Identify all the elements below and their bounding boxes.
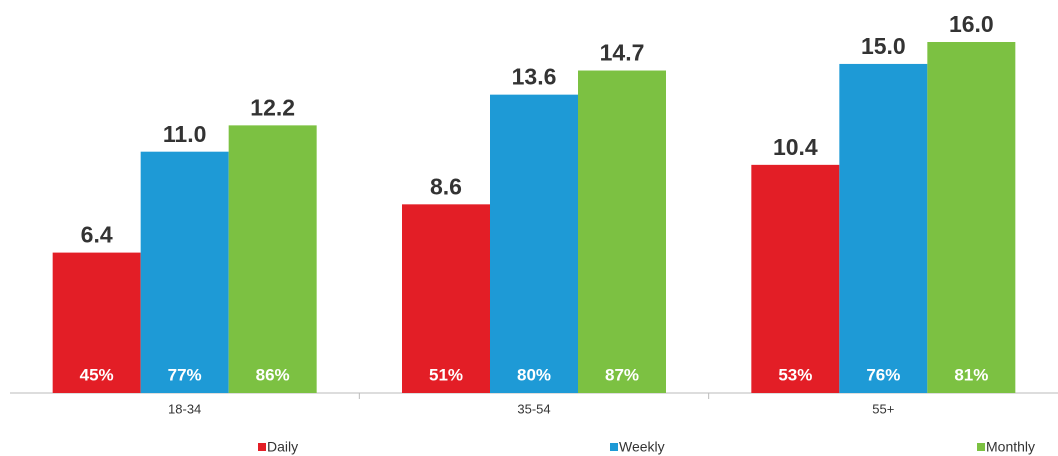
inner-label: 87% bbox=[605, 365, 639, 384]
bar bbox=[402, 204, 490, 393]
value-label: 12.2 bbox=[250, 94, 295, 120]
inner-label: 86% bbox=[256, 365, 290, 384]
legend-label: Monthly bbox=[986, 439, 1035, 455]
legend-swatch bbox=[977, 443, 985, 451]
value-label: 11.0 bbox=[163, 121, 207, 147]
legend-swatch bbox=[610, 443, 618, 451]
value-label: 10.4 bbox=[773, 134, 818, 160]
bar bbox=[490, 94, 578, 394]
x-tick-label: 18-34 bbox=[168, 401, 201, 416]
value-label: 15.0 bbox=[861, 33, 906, 59]
legend-label: Daily bbox=[267, 439, 298, 455]
value-label: 13.6 bbox=[512, 64, 557, 90]
inner-label: 45% bbox=[80, 365, 114, 384]
value-label: 6.4 bbox=[81, 222, 113, 248]
inner-label: 51% bbox=[429, 365, 463, 384]
bar bbox=[52, 252, 141, 393]
bar bbox=[751, 164, 840, 393]
inner-label: 77% bbox=[168, 365, 202, 384]
legend-label: Weekly bbox=[619, 439, 665, 455]
bar bbox=[839, 63, 928, 393]
x-tick-label: 35-54 bbox=[517, 401, 550, 416]
value-label: 16.0 bbox=[949, 11, 994, 37]
inner-label: 80% bbox=[517, 365, 551, 384]
legend-swatch bbox=[258, 443, 266, 451]
value-label: 14.7 bbox=[600, 40, 645, 66]
x-tick-label: 55+ bbox=[872, 401, 894, 416]
bar bbox=[927, 42, 1016, 393]
bar bbox=[228, 125, 317, 394]
bar bbox=[140, 151, 229, 393]
inner-label: 81% bbox=[954, 365, 988, 384]
value-label: 8.6 bbox=[430, 173, 462, 199]
bar bbox=[578, 70, 666, 394]
inner-label: 76% bbox=[866, 365, 900, 384]
inner-label: 53% bbox=[778, 365, 812, 384]
